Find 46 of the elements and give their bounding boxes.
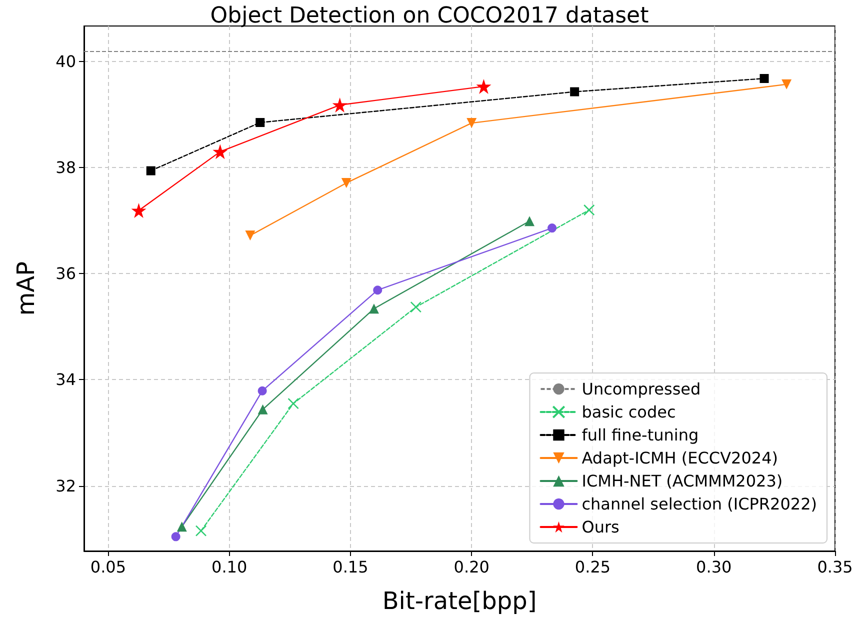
point: [583, 204, 595, 216]
point: [245, 230, 256, 240]
x-tick-label: 0.30: [696, 558, 732, 576]
point: [373, 286, 382, 295]
y-axis-title: mAP: [12, 261, 40, 316]
point: [782, 79, 792, 90]
point: [466, 118, 477, 128]
point: [212, 144, 228, 160]
point: [548, 224, 557, 233]
x-tick-label: 0.35: [817, 558, 853, 576]
point: [146, 166, 156, 176]
point: [258, 404, 268, 414]
point: [476, 78, 492, 94]
point: [368, 304, 379, 314]
legend-label: Adapt-ICMH (ECCV2024): [582, 448, 778, 468]
point: [195, 525, 207, 536]
point: [524, 216, 535, 226]
point: [176, 522, 187, 532]
legend-label: Ours: [582, 518, 620, 536]
y-tick-label: 38: [56, 158, 76, 178]
chart-title: Object Detection on COCO2017 dataset: [210, 4, 650, 28]
y-tick-label: 34: [56, 370, 76, 390]
legend-label: ICMH-NET (ACMMM2023): [582, 472, 783, 490]
x-tick-label: 0.25: [574, 558, 611, 576]
x-tick-label: 0.15: [332, 558, 368, 576]
x-tick-label: 0.20: [454, 558, 490, 576]
legend-label: Uncompressed: [582, 380, 701, 398]
legend-label: basic codec: [582, 402, 676, 422]
x-tick-label: 0.10: [212, 558, 248, 576]
point: [288, 398, 299, 410]
point: [341, 178, 352, 188]
point: [332, 98, 348, 113]
legend-label: channel selection (ICPR2022): [582, 494, 818, 514]
y-tick-label: 36: [56, 264, 76, 284]
point: [171, 532, 180, 542]
y-tick-label: 40: [56, 52, 76, 72]
point: [131, 203, 146, 218]
point: [410, 301, 422, 313]
x-tick-label: 0.05: [90, 558, 126, 576]
point: [258, 386, 267, 396]
point: [760, 74, 769, 83]
x-axis-title: Bit-rate[bpp]: [382, 587, 537, 615]
legend-label: full fine-tuning: [582, 426, 699, 444]
y-tick-label: 32: [56, 476, 76, 496]
point: [570, 87, 580, 96]
point: [256, 118, 265, 128]
